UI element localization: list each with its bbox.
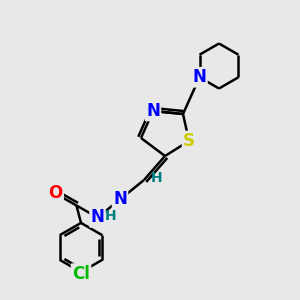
Text: H: H — [151, 172, 162, 185]
Text: S: S — [183, 132, 195, 150]
Text: N: N — [113, 190, 127, 208]
Text: N: N — [91, 208, 104, 226]
Text: O: O — [48, 184, 63, 202]
Text: H: H — [104, 209, 116, 223]
Text: N: N — [193, 68, 206, 86]
Text: N: N — [146, 102, 160, 120]
Text: Cl: Cl — [72, 265, 90, 283]
